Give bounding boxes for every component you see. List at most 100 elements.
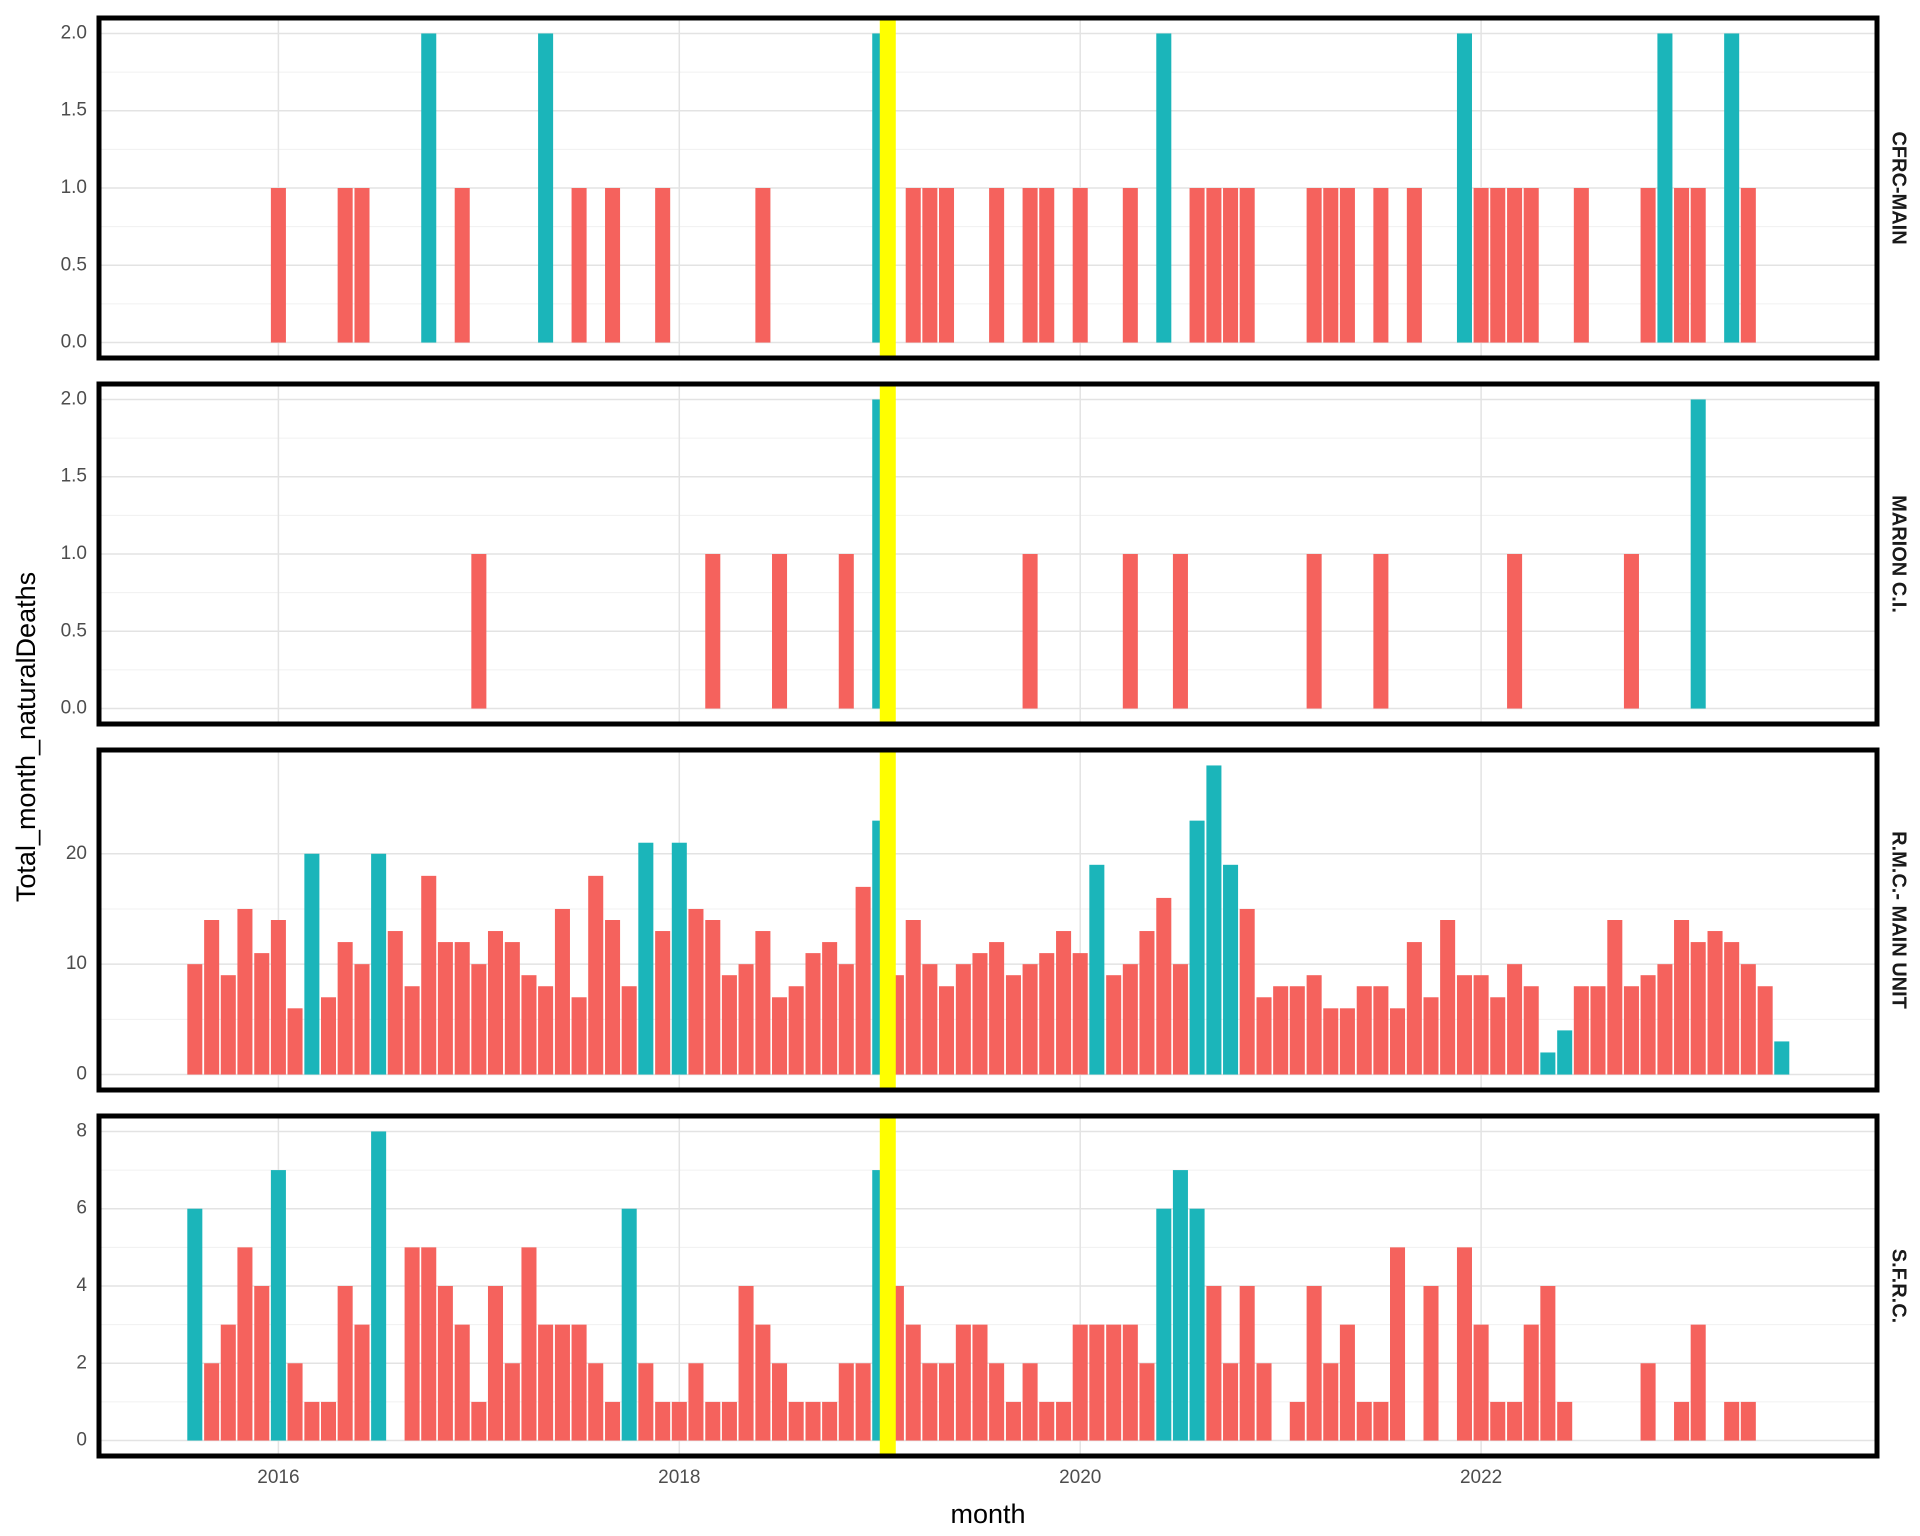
bar [1674,1401,1690,1441]
y-tick-label: 0.5 [61,620,87,641]
y-tick-label: 1.0 [61,177,87,198]
bar [605,188,621,343]
bar [989,1363,1005,1441]
bar [1690,1324,1706,1441]
bar [1757,986,1773,1075]
y-tick-label: 2.0 [61,22,87,43]
bar [972,953,988,1075]
bar [1507,554,1523,709]
bar [1273,986,1289,1075]
bar [421,875,437,1075]
bar [938,188,955,343]
bar [1106,975,1122,1075]
bar [1072,1324,1088,1441]
bar [1206,1286,1222,1441]
bar [655,188,671,343]
bar [1089,864,1105,1075]
bar [204,920,220,1075]
bar [1740,188,1756,343]
y-tick-label: 1.5 [61,466,87,487]
bar [571,1324,587,1441]
bar [421,33,437,343]
bar [1306,188,1322,343]
bar [1039,188,1055,343]
bar [1373,188,1389,343]
bar [1590,986,1606,1075]
bar [1256,997,1272,1075]
bar [1473,188,1489,343]
bar [1339,1324,1355,1441]
bar [1473,1324,1489,1441]
bar [638,1363,654,1441]
bar [1289,1401,1305,1441]
bar [1339,1008,1355,1075]
bar [1523,986,1539,1075]
bar [471,1401,487,1441]
bar [337,1286,353,1441]
bar [955,1324,971,1441]
bar [972,1324,988,1441]
bar [1473,975,1489,1075]
bar [487,931,504,1075]
y-tick-label: 6 [76,1198,87,1219]
bar [1039,953,1055,1075]
y-tick-label: 0.5 [61,254,87,275]
bar [1022,554,1038,709]
x-tick-label: 2016 [257,1467,299,1488]
bar [1690,188,1706,343]
bar [671,1401,687,1441]
highlight-line [879,1116,896,1456]
bar [538,986,554,1075]
bar [1724,942,1740,1075]
bar [237,1247,253,1441]
highlight-line [879,750,896,1090]
bar [187,1208,203,1441]
bar [655,931,671,1075]
bar [571,188,587,343]
bar [237,908,253,1075]
bar [1323,188,1339,343]
y-tick-label: 4 [76,1275,87,1296]
bar [337,942,353,1075]
y-tick-label: 0 [76,1064,87,1085]
bar [1106,1324,1122,1441]
bar [721,1401,737,1441]
bar [1089,1324,1105,1441]
bar [1623,554,1639,709]
bar [1373,554,1389,709]
bar [1507,1401,1523,1441]
x-tick-label: 2020 [1059,1467,1101,1488]
bar [220,1324,236,1441]
facet-label: S.F.R.C. [1888,1249,1910,1323]
bar [721,975,737,1075]
bar [638,842,654,1075]
bar [454,942,470,1075]
bar [1156,1208,1172,1441]
bar [1122,964,1138,1075]
bar [788,986,804,1075]
bar [1239,908,1255,1075]
y-tick-label: 20 [66,843,87,864]
bar [705,554,721,709]
bar [454,1324,470,1441]
bar [521,975,537,1075]
bar [1139,931,1155,1075]
bar [588,1363,604,1441]
bar [1356,986,1372,1075]
bar [1039,1401,1055,1441]
panel-border [96,747,1880,1093]
bar [1674,920,1690,1075]
facet-label: CFRC-MAIN [1888,131,1910,244]
y-tick-label: 0.0 [61,332,87,353]
bar [1139,1363,1155,1441]
y-tick-label: 2 [76,1352,87,1373]
bar [705,920,721,1075]
bar [1356,1401,1372,1441]
bar [471,964,487,1075]
bar [1440,920,1456,1075]
bar [855,1363,871,1441]
bar [1306,975,1322,1075]
bar [1740,1401,1756,1441]
y-tick-label: 0 [76,1430,87,1451]
bar [504,942,520,1075]
